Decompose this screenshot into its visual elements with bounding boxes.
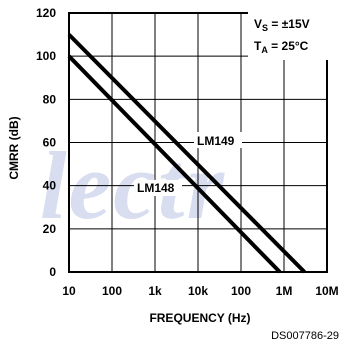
y-tick-label: 120 (36, 6, 56, 20)
x-tick-labels: 10 100 1k 10k 100 1M 10M (62, 284, 338, 298)
plot-frame (68, 12, 328, 273)
series-label-lm148: LM148 (137, 181, 175, 195)
lm149-label-bg (194, 132, 242, 148)
figure-id: DS007786-29 (271, 330, 339, 342)
x-tick-label: 1M (276, 284, 293, 298)
conditions-box (248, 12, 330, 60)
lm148-label-bg (134, 180, 182, 196)
ta-condition: TA = 25°C (254, 39, 309, 55)
y-tick-label: 40 (43, 179, 57, 193)
x-tick-label: 10k (188, 284, 208, 298)
x-axis-title: FREQUENCY (Hz) (149, 311, 250, 325)
y-axis-title: CMRR (dB) (7, 116, 21, 179)
y-tick-label: 100 (36, 49, 56, 63)
vs-condition: VS = ±15V (254, 17, 310, 33)
y-tick-labels: 0 20 40 60 80 100 120 (36, 6, 56, 279)
series-label-lm149: LM149 (197, 134, 235, 148)
y-tick-label: 80 (43, 92, 57, 106)
x-tick-label: 10M (315, 284, 338, 298)
x-tick-label: 1k (148, 284, 162, 298)
y-tick-label: 0 (49, 265, 56, 279)
x-tick-label: 100 (231, 284, 251, 298)
series-lines (67, 33, 306, 274)
y-tick-label: 60 (43, 136, 57, 150)
series-line-lm149 (67, 33, 306, 274)
y-tick-label: 20 (43, 222, 57, 236)
x-tick-label: 10 (62, 284, 76, 298)
x-tick-label: 100 (102, 284, 122, 298)
series-line-lm148 (67, 54, 282, 274)
